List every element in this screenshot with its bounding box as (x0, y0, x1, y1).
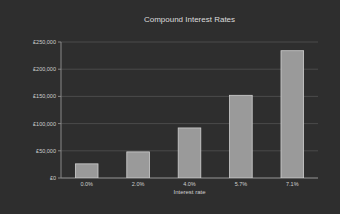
tick-label: £150,000 (33, 93, 56, 99)
x-axis-label: Interest rate (173, 189, 206, 195)
category-label: 7.1% (286, 181, 299, 187)
bar (75, 164, 98, 178)
tick-label: £200,000 (33, 66, 56, 72)
background (0, 0, 340, 214)
tick-label: £50,000 (36, 148, 56, 154)
tick-label: £250,000 (33, 39, 56, 45)
bar (230, 95, 253, 178)
grid-line (61, 69, 318, 70)
title: Compound Interest Rates (144, 15, 235, 24)
tick-label: £100,000 (33, 121, 56, 127)
category-label: 0.0% (80, 181, 93, 187)
tick-label: £0 (50, 175, 56, 181)
y-axis (61, 42, 62, 178)
category-label: 5.7% (235, 181, 248, 187)
category-label: 4.0% (183, 181, 196, 187)
grid-line (61, 123, 318, 124)
bars (75, 51, 303, 178)
bar (281, 51, 304, 178)
bar (178, 128, 201, 178)
category-label: 2.0% (132, 181, 145, 187)
grid-line (61, 42, 318, 43)
grid-line (61, 96, 318, 97)
bar (127, 152, 150, 178)
chart: £0 £50,000 £100,000 £150,000 £200,000 £250,00… (0, 0, 340, 214)
